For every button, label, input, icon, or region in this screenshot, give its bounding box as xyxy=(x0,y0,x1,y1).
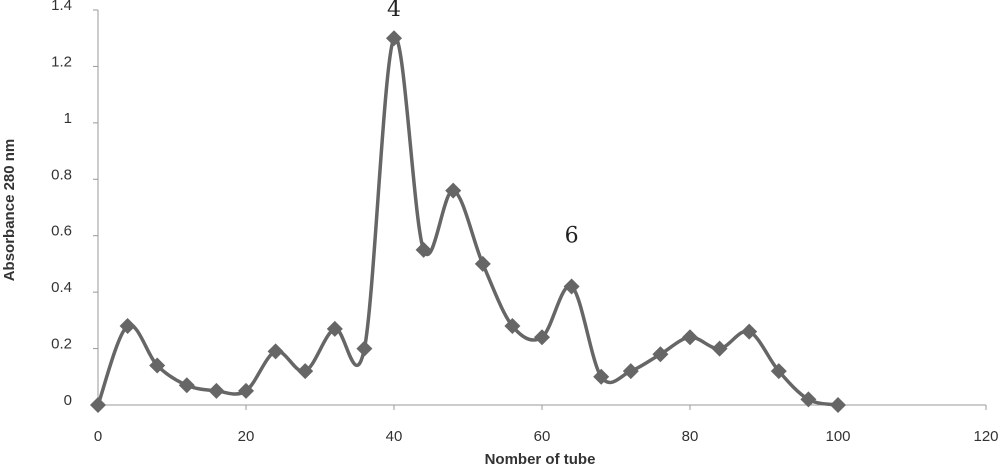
y-tick-label: 0.4 xyxy=(51,279,72,296)
marker xyxy=(119,318,136,334)
x-tick-label: 120 xyxy=(973,428,998,445)
marker xyxy=(149,357,166,374)
y-tick-label: 0.2 xyxy=(51,336,72,353)
y-tick-label: 0.8 xyxy=(51,166,72,183)
y-axis-title: Absorbance 280 nm xyxy=(1,139,18,282)
marker xyxy=(622,363,639,380)
marker xyxy=(326,320,343,337)
marker xyxy=(770,363,787,380)
marker xyxy=(386,30,402,47)
marker xyxy=(652,346,669,363)
marker xyxy=(415,241,432,258)
marker xyxy=(682,329,698,346)
y-tick-label: 1.4 xyxy=(51,0,72,14)
x-tick-label: 40 xyxy=(386,428,403,445)
annotation: 6 xyxy=(565,224,579,249)
marker xyxy=(474,255,491,272)
marker xyxy=(238,382,254,399)
marker xyxy=(830,397,846,413)
marker xyxy=(711,340,728,357)
x-tick-label: 100 xyxy=(825,428,850,445)
y-tick-label: 0.6 xyxy=(51,223,72,240)
marker xyxy=(741,323,758,340)
marker xyxy=(267,343,284,360)
x-axis-title: Nomber of tube xyxy=(485,451,596,468)
x-tick-label: 60 xyxy=(534,428,551,445)
annotation: 4 xyxy=(387,0,401,22)
marker xyxy=(534,329,550,346)
marker xyxy=(593,368,610,385)
marker xyxy=(563,278,580,295)
x-tick-label: 80 xyxy=(682,428,699,445)
marker xyxy=(297,363,314,380)
marker xyxy=(504,318,521,334)
line xyxy=(96,35,839,407)
marker xyxy=(445,182,462,199)
marker xyxy=(800,391,817,408)
x-tick-label: 0 xyxy=(94,428,102,445)
marker xyxy=(208,382,225,399)
y-tick-label: 1.2 xyxy=(51,53,72,70)
x-tick-label: 20 xyxy=(238,428,255,445)
y-tick-label: 1 xyxy=(64,110,72,127)
y-tick-label: 0 xyxy=(64,392,72,409)
marker xyxy=(178,377,195,394)
marker xyxy=(90,397,106,413)
marker xyxy=(356,340,373,357)
